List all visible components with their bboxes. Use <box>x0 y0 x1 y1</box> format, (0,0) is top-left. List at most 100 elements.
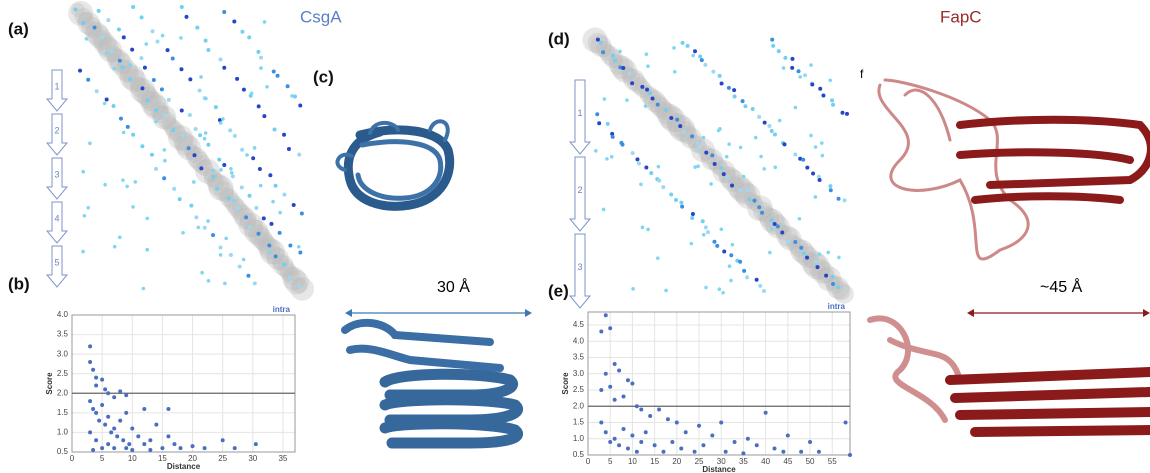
diagonal-band <box>816 266 842 292</box>
point <box>94 383 99 388</box>
contact-dot <box>106 18 111 23</box>
contact-dot <box>142 65 147 70</box>
segment-label: 1 <box>577 108 582 118</box>
contact-dot <box>116 27 121 32</box>
contact-dot <box>820 153 825 158</box>
contact-dot <box>247 224 252 229</box>
point <box>124 446 129 451</box>
x-tick-label: 35 <box>739 457 748 466</box>
diagonal-band <box>239 213 257 231</box>
contact-dot <box>597 121 602 126</box>
contact-dot <box>762 120 767 125</box>
contact-dot <box>179 108 184 113</box>
diagonal-band <box>831 281 851 301</box>
contact-dot <box>647 91 652 96</box>
contact-dot <box>145 216 150 221</box>
contact-dot <box>298 250 303 255</box>
contact-dot <box>650 96 655 101</box>
contact-dot <box>669 192 674 197</box>
contact-dot <box>845 111 850 116</box>
contact-dot <box>752 198 757 203</box>
contact-dot <box>261 216 266 221</box>
x-axis-label: Distance <box>702 465 736 473</box>
point <box>634 404 639 409</box>
point <box>670 440 675 444</box>
contact-dot <box>715 243 720 248</box>
contact-dot <box>139 56 144 61</box>
contact-dot <box>830 98 835 103</box>
point <box>172 442 177 447</box>
contact-dot <box>758 283 763 288</box>
y-axis-label: Score <box>561 372 570 395</box>
contact-dot <box>625 98 629 102</box>
contact-dot <box>219 168 223 172</box>
diagonal-band <box>163 118 182 137</box>
x-tick-label: 30 <box>717 457 726 466</box>
contact-dot <box>121 35 126 40</box>
contact-dot <box>674 197 679 202</box>
segment-label: 2 <box>577 185 582 195</box>
contact-dot <box>199 166 204 171</box>
contact-dot <box>160 33 165 38</box>
contact-dot <box>618 65 623 70</box>
contact-dot <box>218 245 223 250</box>
segment-label: 2 <box>54 125 59 135</box>
point <box>253 442 258 447</box>
point <box>599 388 604 392</box>
contact-dot <box>218 253 223 257</box>
contact-dot <box>200 270 204 275</box>
contact-dot <box>222 163 227 168</box>
panel-label: f <box>860 67 864 81</box>
contact-dot <box>211 233 216 238</box>
panel-label: (e) <box>548 281 569 300</box>
contact-dot <box>771 43 776 48</box>
contact-dot <box>680 40 685 45</box>
point <box>634 449 639 454</box>
diagonal-band <box>669 115 695 142</box>
point <box>88 344 93 349</box>
point <box>625 446 630 451</box>
contact-dot <box>693 49 698 54</box>
contact-dot <box>760 210 765 215</box>
contact-dot <box>657 178 662 183</box>
y-tick-label: 2.0 <box>57 388 69 397</box>
contact-dot <box>229 171 234 175</box>
contact-dot <box>241 257 246 262</box>
contact-dot <box>780 230 785 235</box>
contact-dot <box>94 89 99 94</box>
contact-dot <box>661 185 666 190</box>
contact-dot <box>704 150 709 155</box>
segment-arrow <box>45 201 69 244</box>
contact-dot <box>150 29 155 34</box>
contact-dot <box>680 204 685 209</box>
point <box>106 442 111 447</box>
contact-dot <box>696 164 700 169</box>
contact-dot <box>640 225 645 230</box>
contact-dot <box>703 225 708 230</box>
contact-dot <box>151 77 156 82</box>
diagonal-band <box>650 97 672 118</box>
contact-dot <box>793 152 798 157</box>
contact-dot <box>646 227 650 232</box>
diagonal-band <box>276 259 296 278</box>
contact-dot <box>86 205 91 210</box>
y-tick-label: 3.5 <box>57 330 69 339</box>
contact-dot <box>813 259 818 264</box>
contact-dot <box>271 199 275 204</box>
point <box>603 371 608 376</box>
contact-dot <box>761 288 766 293</box>
contact-dot <box>830 281 835 286</box>
point <box>142 406 147 411</box>
point <box>652 443 657 448</box>
contact-dot <box>203 38 208 43</box>
contact-dot <box>757 205 762 210</box>
diagonal-band <box>603 48 623 68</box>
y-tick-label: 0.5 <box>57 447 69 456</box>
contact-dot <box>776 49 781 54</box>
point <box>124 410 129 415</box>
point <box>160 446 165 451</box>
diagonal-band <box>115 59 138 82</box>
contact-dot <box>690 134 695 139</box>
contact-dot <box>217 118 222 123</box>
contact-maps: 1 2 3 4 5 1 2 3 <box>45 0 854 309</box>
